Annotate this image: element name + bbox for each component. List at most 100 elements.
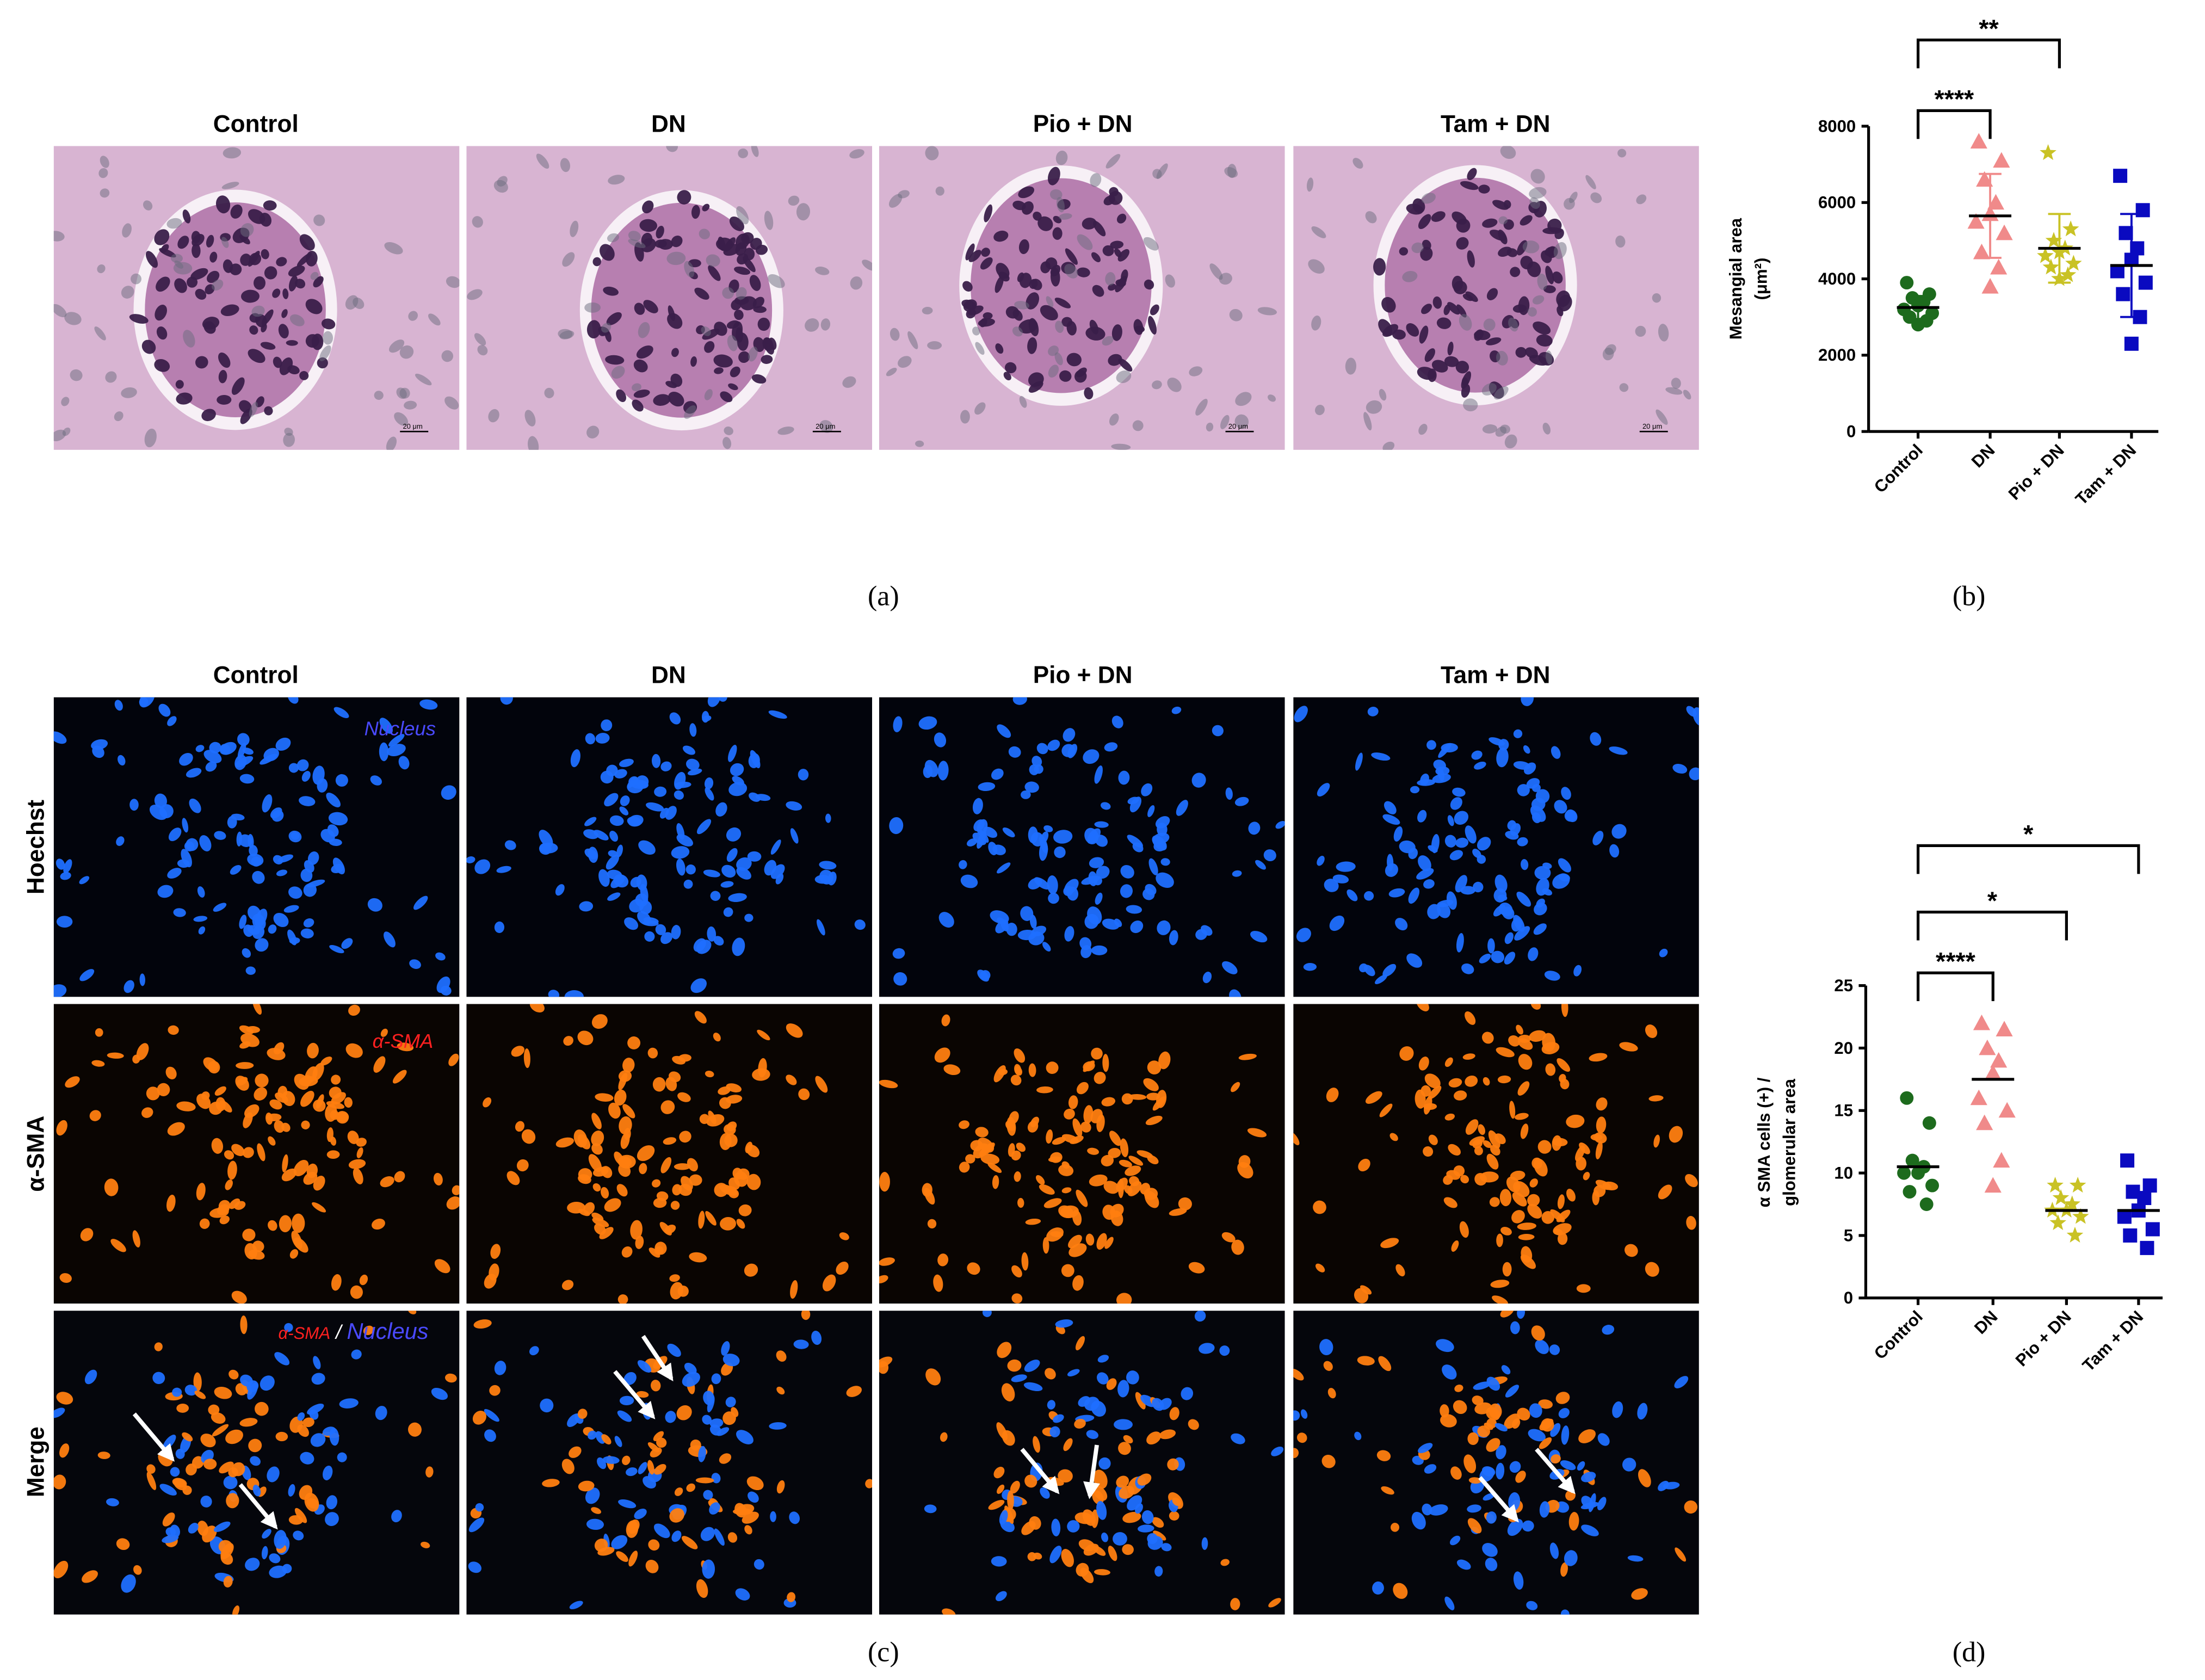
cell: [375, 1406, 387, 1420]
cell: [419, 699, 438, 710]
cell: [122, 223, 132, 238]
cell: [1046, 1227, 1064, 1242]
cell: [643, 300, 658, 313]
cell: [159, 1484, 177, 1496]
cell: [1358, 1158, 1370, 1172]
cell: [600, 770, 614, 784]
column-header: Pio + DN: [1033, 662, 1133, 689]
cell: [188, 1523, 199, 1534]
cell: [1389, 1133, 1398, 1141]
cell: [972, 326, 980, 336]
cell: [1560, 1562, 1568, 1577]
cell: [1120, 1138, 1129, 1157]
cell: [353, 1168, 363, 1184]
cell: [726, 827, 742, 842]
cell: [1499, 903, 1513, 917]
cell: [1395, 1264, 1405, 1277]
cell: [707, 926, 717, 942]
cell: [496, 866, 511, 873]
cell: [1167, 1458, 1179, 1471]
cell: [370, 775, 382, 786]
cell: [1109, 187, 1119, 197]
cell: [1675, 1547, 1687, 1562]
panel-label: (a): [868, 581, 899, 612]
cell: [626, 1467, 638, 1477]
cell: [736, 1504, 755, 1516]
cell: [523, 1048, 530, 1068]
cell: [245, 966, 256, 975]
cell: [421, 1541, 430, 1548]
cell: [1094, 1072, 1106, 1084]
cell: [407, 1311, 417, 1314]
cell: [666, 146, 678, 152]
cell: [1268, 394, 1276, 402]
cell: [616, 1551, 628, 1562]
cell: [1469, 1136, 1485, 1146]
cell: [1545, 265, 1554, 285]
cell: [303, 883, 317, 897]
cell: [578, 1480, 595, 1492]
cell: [116, 1538, 130, 1551]
image-background: [466, 697, 873, 997]
cell: [468, 1561, 481, 1573]
cell: [95, 1028, 103, 1037]
y-tick-label: 4000: [1818, 269, 1856, 288]
cell: [922, 1183, 932, 1197]
cell: [1652, 293, 1662, 303]
cell: [157, 1083, 170, 1096]
cell: [1490, 1280, 1510, 1288]
cell: [603, 286, 619, 296]
cell: [960, 874, 978, 888]
cell: [300, 928, 314, 938]
cell: [195, 356, 208, 369]
cell: [272, 288, 281, 298]
cell: [214, 831, 226, 840]
cell: [79, 876, 90, 885]
cell: [1508, 1035, 1521, 1047]
cell: [53, 231, 65, 242]
cell: [446, 1196, 460, 1210]
cell: [647, 1442, 660, 1453]
cell: [1432, 296, 1442, 309]
cell: [1024, 1360, 1040, 1372]
cell: [637, 1360, 652, 1373]
cell: [1336, 861, 1356, 872]
cell: [1126, 905, 1142, 914]
cell: [714, 1183, 728, 1197]
cell: [1018, 239, 1029, 255]
cell: [694, 1011, 707, 1024]
cell: [601, 323, 612, 333]
cell: [967, 1262, 980, 1275]
cell: [669, 712, 681, 725]
cell: [1010, 1480, 1020, 1494]
cell: [441, 350, 454, 362]
cell: [1535, 1339, 1549, 1354]
cell: [761, 355, 773, 364]
cell: [1595, 1141, 1603, 1159]
cell: [701, 326, 711, 336]
cell: [231, 1290, 247, 1304]
cell: [1045, 1368, 1056, 1380]
cell: [201, 1091, 210, 1101]
cell: [731, 299, 742, 311]
cell: [53, 731, 67, 744]
cell: [1527, 1203, 1542, 1219]
cell: [1161, 1543, 1172, 1552]
cell: [1004, 1505, 1014, 1524]
cell: [616, 1184, 628, 1197]
cell: [591, 1113, 602, 1129]
cell: [1104, 1237, 1114, 1249]
cell: [1054, 298, 1071, 308]
cell: [652, 1179, 661, 1188]
cell: [642, 200, 654, 214]
micrograph: [466, 1311, 873, 1615]
cell: [91, 1060, 105, 1067]
cell: [601, 1187, 609, 1199]
cell: [490, 1244, 501, 1259]
y-tick-label: 6000: [1818, 193, 1856, 212]
y-tick-label: 8000: [1818, 116, 1856, 135]
cell: [577, 1134, 591, 1150]
cell: [260, 1375, 275, 1391]
cell: [607, 892, 621, 901]
